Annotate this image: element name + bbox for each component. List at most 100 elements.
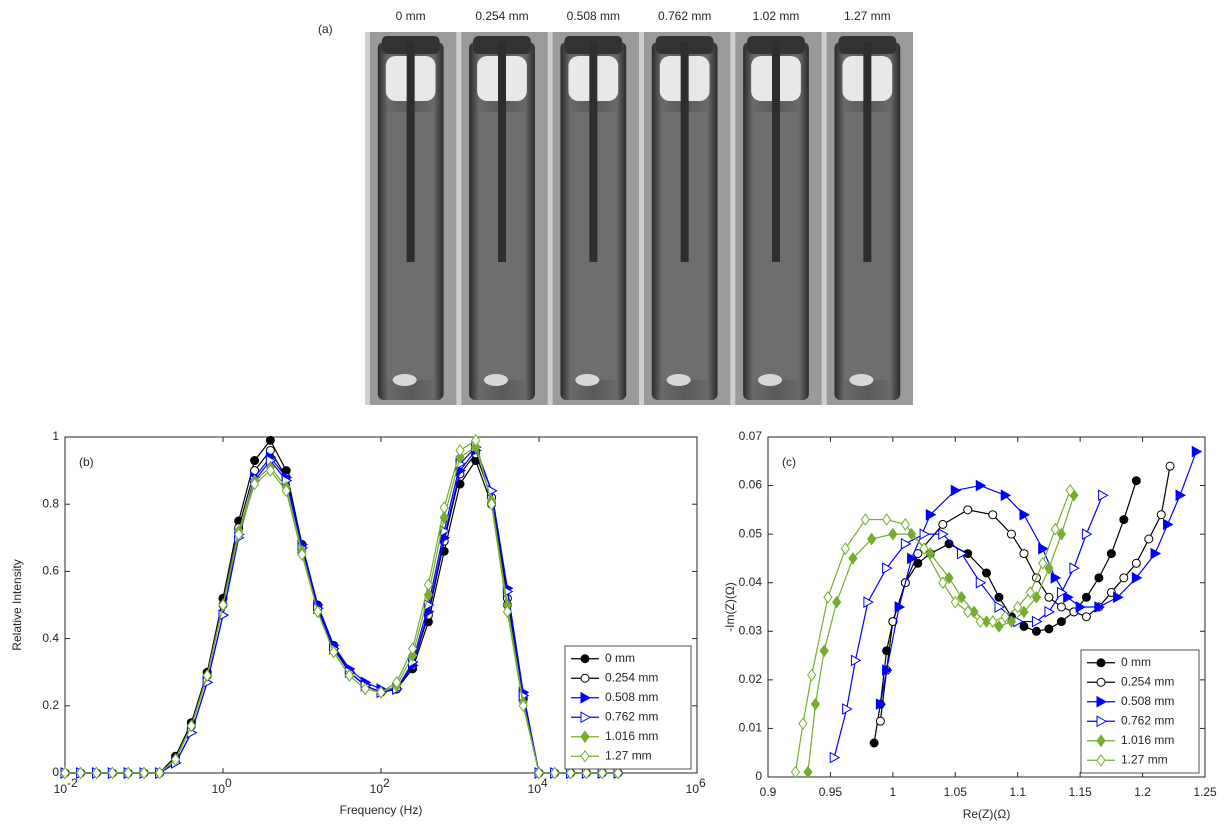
vial-rod	[863, 42, 872, 262]
data-point	[502, 605, 513, 619]
legend-label: 0.254 mm	[1121, 674, 1174, 688]
data-point	[1044, 606, 1055, 618]
legend-marker	[580, 730, 590, 744]
y-tick-label: 0	[755, 769, 762, 783]
data-point	[875, 716, 885, 726]
legend-marker	[1096, 677, 1106, 687]
data-point	[1106, 549, 1116, 559]
data-point	[1191, 445, 1203, 458]
data-point	[863, 596, 874, 608]
data-point	[907, 552, 918, 565]
data-point	[218, 598, 228, 612]
x-tick-label: 1.1	[1009, 785, 1026, 799]
data-point	[882, 562, 893, 574]
y-axis-label: -Im(Z)(Ω)	[723, 582, 737, 632]
data-point	[265, 435, 275, 445]
data-point	[975, 615, 985, 628]
data-point	[1019, 621, 1029, 631]
y-tick-label: 0.07	[739, 429, 763, 443]
panel-label: (b)	[79, 455, 94, 469]
data-point	[155, 766, 165, 780]
data-point	[360, 682, 370, 696]
data-point	[249, 477, 260, 491]
data-point	[1094, 601, 1105, 613]
vial-bottom	[849, 374, 874, 386]
data-point	[1044, 592, 1054, 602]
data-point	[1050, 522, 1060, 536]
x-tick-label: 10	[212, 782, 226, 796]
data-point	[975, 576, 987, 589]
legend-marker	[580, 673, 590, 683]
legend-label: 0.254 mm	[605, 670, 658, 684]
data-point	[1065, 484, 1075, 497]
x-tick-label: 0.9	[760, 785, 777, 799]
data-point	[439, 501, 449, 514]
data-point	[1038, 542, 1049, 555]
data-point	[565, 766, 576, 780]
data-point	[850, 654, 862, 667]
data-point	[170, 753, 181, 766]
data-point	[265, 464, 276, 477]
data-point	[957, 547, 968, 560]
panel-label: (c)	[782, 455, 796, 469]
vial-gap	[639, 32, 644, 405]
data-point	[888, 617, 898, 627]
vial-gap	[821, 32, 827, 405]
data-point	[597, 766, 607, 780]
legend-label: 0 mm	[605, 651, 635, 665]
data-point	[60, 766, 70, 780]
data-point	[829, 751, 841, 764]
data-point	[790, 765, 801, 779]
data-point	[994, 601, 1006, 613]
y-axis-label: Relative Intensity	[10, 559, 24, 650]
data-point	[1081, 528, 1093, 540]
legend-label: 0.508 mm	[1121, 694, 1174, 708]
data-point	[988, 510, 998, 520]
data-point	[1056, 602, 1066, 612]
image-label: 1.27 mm	[844, 9, 891, 23]
data-point	[950, 484, 962, 497]
data-point	[888, 527, 898, 541]
data-point	[994, 620, 1004, 633]
data-point	[938, 528, 949, 540]
data-point	[423, 578, 434, 592]
x-tick-label: 10	[686, 782, 700, 796]
data-point	[1175, 489, 1187, 502]
data-point	[1081, 592, 1091, 602]
legend-marker	[1096, 715, 1108, 728]
data-point	[1081, 612, 1091, 622]
data-point	[881, 513, 892, 526]
data-point	[392, 675, 402, 689]
data-point	[823, 590, 833, 604]
data-point	[328, 645, 339, 659]
data-point	[900, 538, 912, 550]
data-point	[869, 738, 879, 748]
data-point	[123, 766, 133, 780]
data-point	[1019, 549, 1029, 559]
data-point	[376, 686, 386, 699]
vial-bottom	[575, 374, 600, 386]
data-point	[840, 542, 851, 556]
legend-marker	[580, 711, 592, 724]
data-point	[1075, 601, 1087, 613]
vial-bottom	[484, 374, 508, 386]
data-point	[832, 595, 842, 609]
legend-label: 0.762 mm	[1121, 713, 1174, 727]
y-tick-label: 0.6	[42, 564, 59, 578]
data-point	[1044, 624, 1054, 634]
vial-gap	[456, 32, 462, 405]
data-point	[882, 664, 893, 676]
legend-marker	[580, 691, 592, 704]
data-point	[1031, 590, 1042, 604]
series-line	[879, 466, 1171, 722]
data-point	[455, 444, 465, 457]
data-point	[938, 519, 948, 529]
data-point	[1038, 556, 1048, 570]
data-point	[906, 527, 917, 541]
image-label: 0 mm	[396, 9, 426, 23]
panel-label: (a)	[318, 22, 333, 36]
vial-rod	[589, 42, 598, 262]
y-tick-label: 0.2	[42, 698, 59, 712]
legend-label: 0.508 mm	[605, 690, 658, 704]
data-point	[925, 508, 937, 521]
